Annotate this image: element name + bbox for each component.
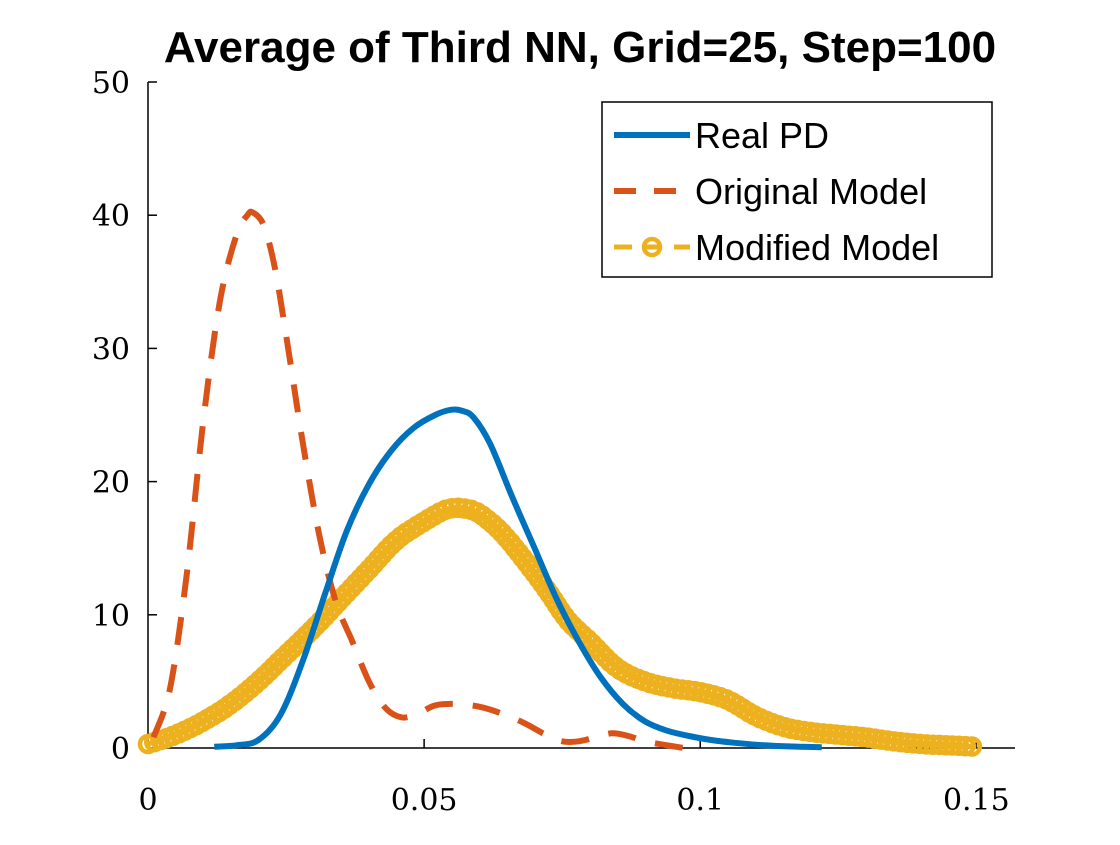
plot-series [137,208,983,757]
axes: 0 10 20 30 40 50 0 0.05 0.1 0.15 [92,66,1015,818]
original-model-line [150,208,685,751]
y-tick-label: 10 [92,599,130,634]
y-tick-label: 30 [92,332,130,367]
x-tick-label: 0 [138,783,157,818]
legend-label-real-pd: Real PD [695,115,829,156]
modified-model-markers [137,497,983,757]
x-tick-label: 0.05 [391,783,458,818]
legend-label-modified-model: Modified Model [695,227,939,268]
data-point [961,736,983,757]
y-tick-label: 50 [92,66,130,101]
chart-title: Average of Third NN, Grid=25, Step=100 [164,23,996,72]
legend-marker-modified-model [641,236,663,258]
y-tick-label: 40 [92,199,130,234]
legend-label-original-model: Original Model [695,171,927,212]
x-tick-label: 0.1 [676,783,724,818]
real-pd-line [214,406,822,751]
legend: Real PD Original Model Modified Model [601,101,993,278]
y-tick-label: 20 [92,466,130,501]
y-tick-label: 0 [111,732,130,767]
x-tick-label: 0.15 [943,783,1010,818]
